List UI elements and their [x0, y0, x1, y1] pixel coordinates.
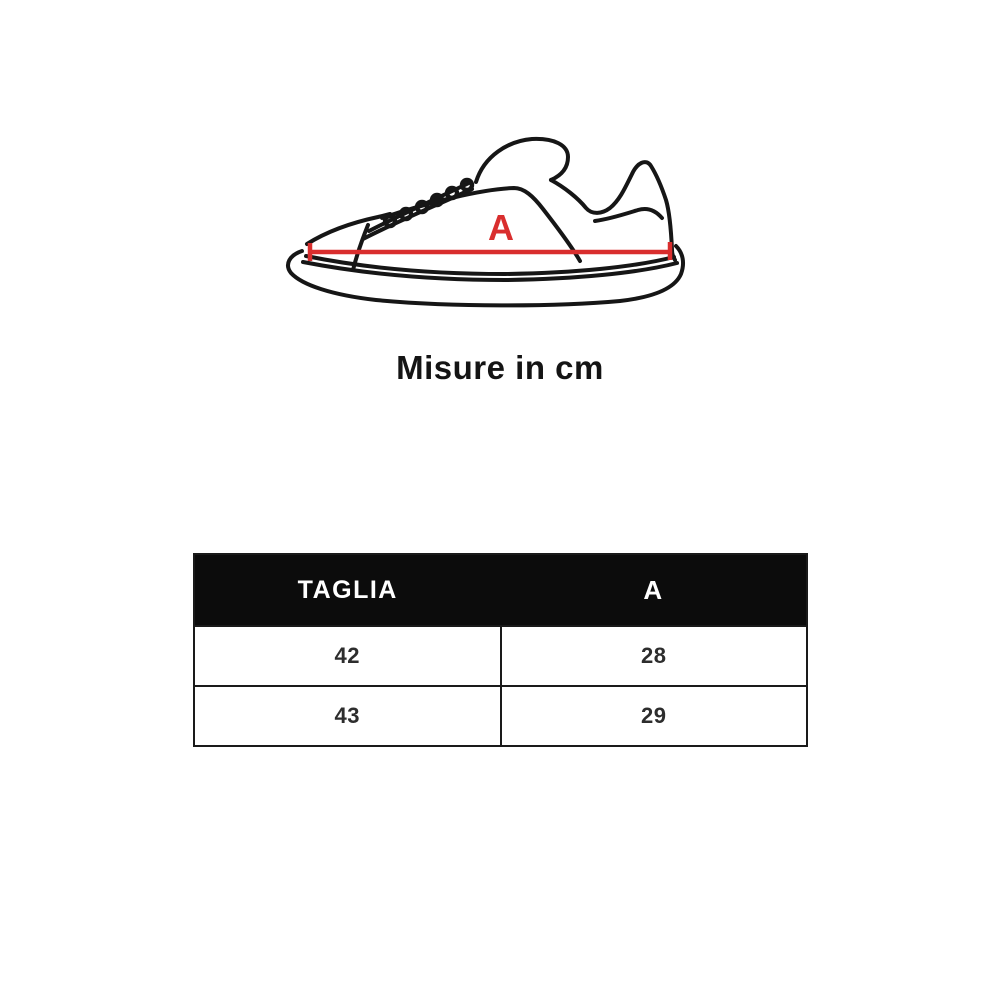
- size-table-header-row: TAGLIA A: [195, 555, 806, 625]
- shoe-tongue: [474, 136, 570, 184]
- size-cell-a: 28: [499, 627, 807, 685]
- measurement-label: A: [488, 207, 514, 248]
- size-cell-a: 29: [499, 687, 807, 745]
- shoe-toe-seam: [351, 223, 370, 272]
- sneaker-diagram: A: [286, 136, 686, 308]
- header-cell-taglia: TAGLIA: [297, 575, 398, 604]
- shoe-sole-top-line: [304, 254, 676, 276]
- size-table: TAGLIA A 42 28 43 29: [193, 553, 808, 747]
- size-cell-taglia: 42: [334, 643, 360, 668]
- shoe-sole-mid-line: [301, 260, 679, 282]
- shoe-lace-loop: [459, 177, 475, 193]
- shoe-vamp-seam: [380, 186, 582, 263]
- size-table-row: 43 29: [195, 685, 806, 745]
- measurement-line-group: A: [307, 207, 673, 261]
- shoe-toe-ridge: [305, 212, 392, 246]
- shoe-sole-outline: [286, 244, 686, 308]
- shoe-heel-counter-line: [593, 207, 664, 223]
- size-cell-taglia: 43: [334, 703, 360, 728]
- header-cell-a: A: [643, 574, 664, 605]
- sneaker-side-outline-icon: [286, 136, 686, 308]
- caption-misure-in-cm: Misure in cm: [396, 349, 604, 386]
- size-table-row: 42 28: [195, 625, 806, 685]
